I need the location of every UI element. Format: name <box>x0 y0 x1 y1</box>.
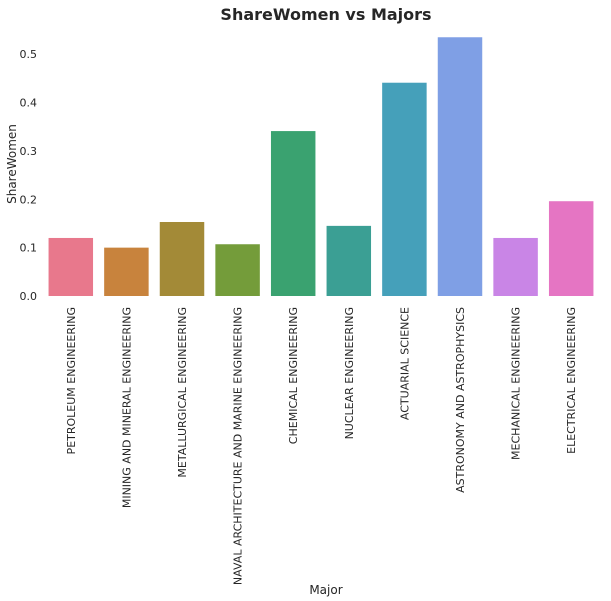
bar <box>382 82 427 296</box>
bar <box>493 237 538 296</box>
x-tick-label: NUCLEAR ENGINEERING <box>343 307 356 439</box>
bar-series <box>48 37 594 296</box>
y-tick-label: 0.3 <box>20 145 38 158</box>
x-tick-label: ASTRONOMY AND ASTROPHYSICS <box>454 307 467 493</box>
y-tick-label: 0.2 <box>20 193 38 206</box>
bar <box>437 37 483 296</box>
x-tick-label: NAVAL ARCHITECTURE AND MARINE ENGINEERIN… <box>232 307 245 585</box>
x-tick-label: MECHANICAL ENGINEERING <box>510 307 523 460</box>
x-tick-label: ELECTRICAL ENGINEERING <box>565 307 578 454</box>
x-tick-label: METALLURGICAL ENGINEERING <box>176 307 189 478</box>
x-tick-label: ACTUARIAL SCIENCE <box>398 307 411 420</box>
x-tick-label: CHEMICAL ENGINEERING <box>287 307 300 444</box>
x-axis-tick-labels: PETROLEUM ENGINEERING MINING AND MINERAL … <box>65 307 578 585</box>
bar <box>159 222 205 296</box>
bar <box>104 247 149 296</box>
bar <box>215 244 260 296</box>
x-tick-label: MINING AND MINERAL ENGINEERING <box>120 307 133 508</box>
x-axis-label: Major <box>309 583 342 597</box>
y-tick-label: 0.1 <box>20 242 38 255</box>
bar <box>326 225 372 296</box>
y-axis-label: ShareWomen <box>5 124 19 204</box>
x-tick-label: PETROLEUM ENGINEERING <box>65 307 78 454</box>
y-tick-label: 0.5 <box>20 48 38 61</box>
y-axis-ticks: 0.0 0.1 0.2 0.3 0.4 0.5 <box>20 48 38 303</box>
bar <box>548 201 594 296</box>
chart-title: ShareWomen vs Majors <box>220 5 431 24</box>
y-tick-label: 0.0 <box>20 290 38 303</box>
bar <box>48 237 94 296</box>
bar <box>270 131 316 296</box>
y-tick-label: 0.4 <box>20 97 38 110</box>
